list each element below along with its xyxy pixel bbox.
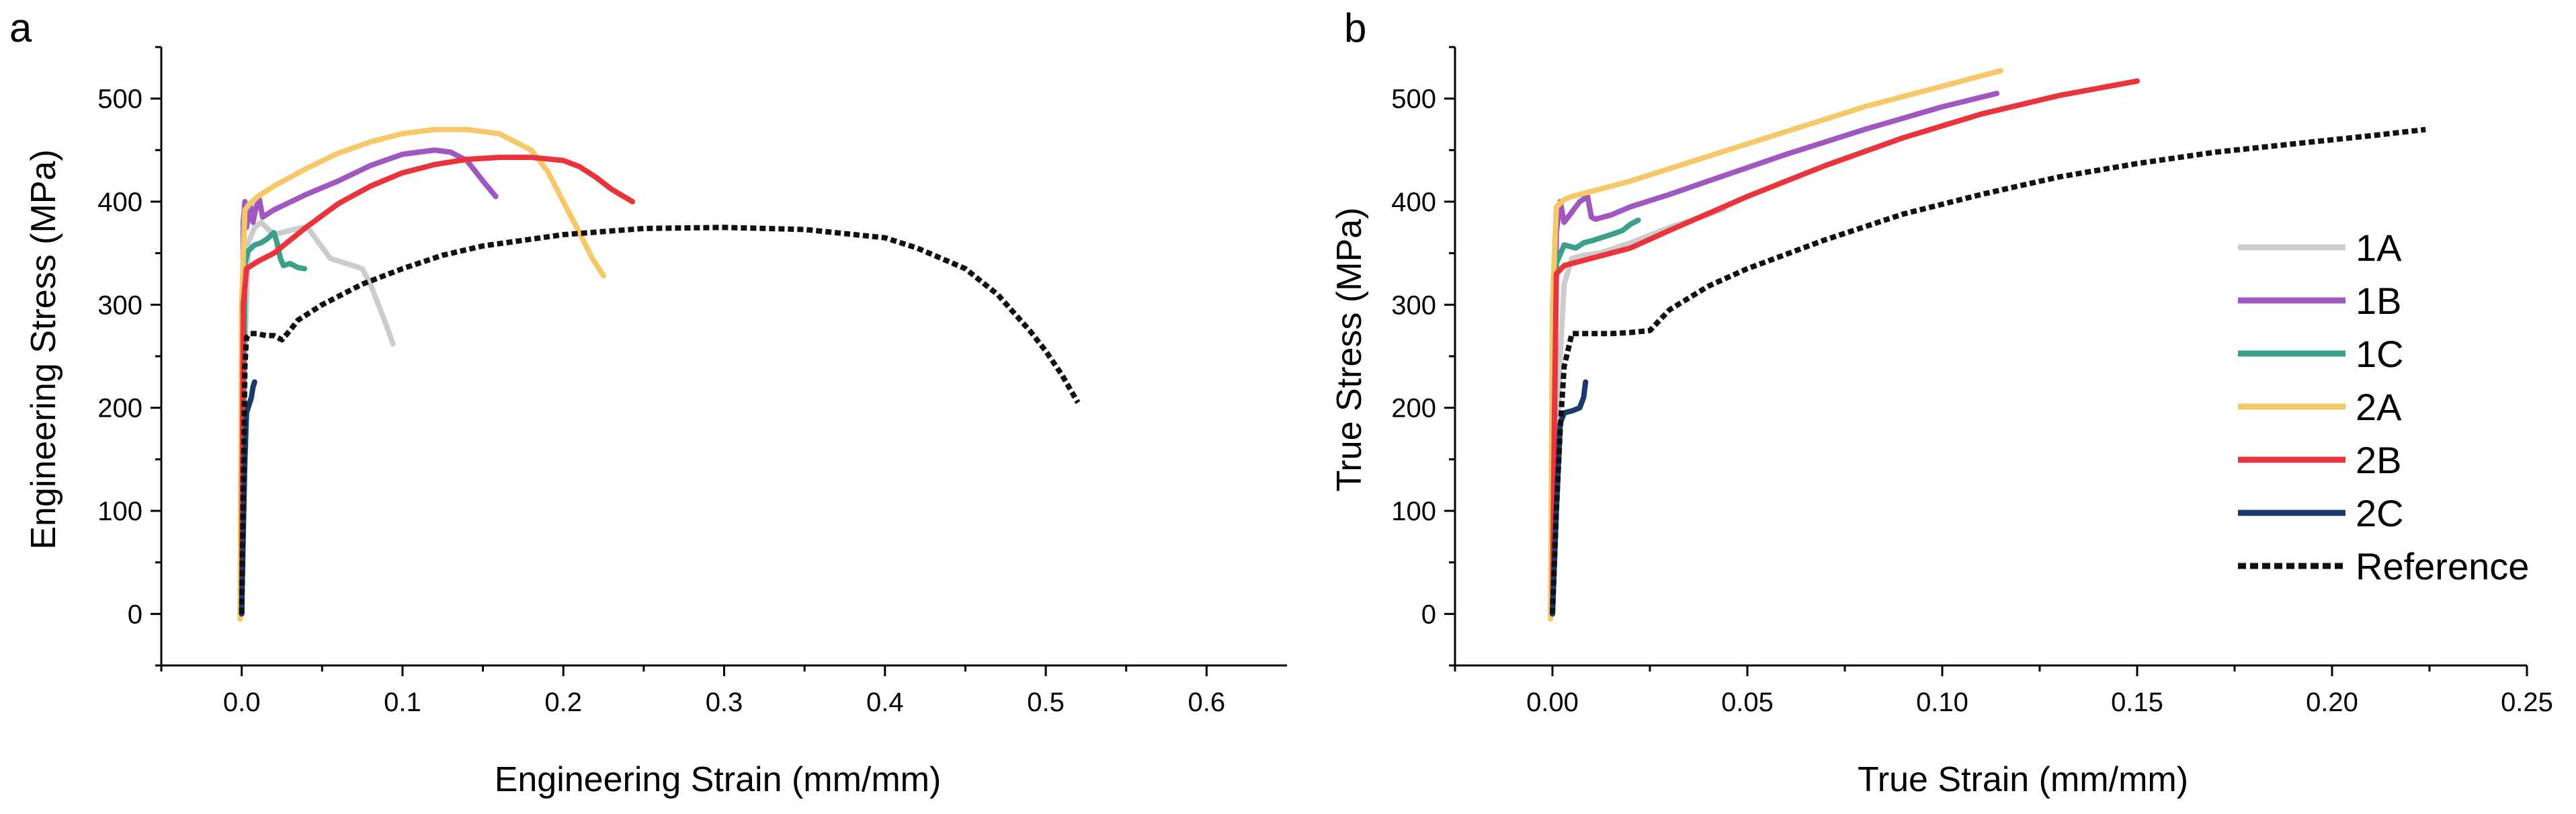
panel-b-series-2a <box>1548 68 2003 622</box>
panel-b-x-axis-title: True Strain (mm/mm) <box>1858 760 2188 799</box>
legend-label-1a: 1A <box>2356 227 2402 269</box>
panel-b-series-1a <box>1550 206 1727 617</box>
panel-a-x-tick-label: 0.5 <box>1027 688 1065 717</box>
panel-b-y-tick-label: 0 <box>1421 600 1436 629</box>
panel-a-plot-area <box>237 126 1081 622</box>
panel-b-series-1b <box>1550 91 2000 617</box>
panel-b-x-tick-label: 0.00 <box>1526 688 1579 717</box>
panel-b-label: b <box>1344 5 1366 50</box>
panel-a-series-1c <box>239 230 307 617</box>
panel-a-x-tick-label: 0.6 <box>1188 688 1226 717</box>
legend-item-2b: 2B <box>2238 439 2402 481</box>
legend-item-1b: 1B <box>2238 280 2402 322</box>
panel-b-y-tick-label: 400 <box>1391 188 1436 217</box>
legend-label-1c: 1C <box>2356 333 2404 375</box>
panel-b-y-tick-label: 500 <box>1391 85 1436 114</box>
panel-b-x-tick-label: 0.15 <box>2111 688 2163 717</box>
panel-b-x-tick-label: 0.05 <box>1721 688 1774 717</box>
legend-item-2c: 2C <box>2238 492 2404 534</box>
legend-label-1b: 1B <box>2356 280 2402 322</box>
panel-b-y-tick-label: 100 <box>1391 497 1436 526</box>
panel-a-x-tick-label: 0.2 <box>544 688 582 717</box>
legend-item-1a: 1A <box>2238 227 2402 269</box>
panel-a-y-tick-label: 300 <box>97 290 142 320</box>
panel-b-y-tick-label: 200 <box>1391 394 1436 423</box>
panel-a-series-reference <box>239 225 1081 614</box>
panel-b-y-axis-title: True Stress (MPa) <box>1330 208 1369 492</box>
panel-b-x-tick-label: 0.10 <box>1916 688 1968 717</box>
panel-a-label: a <box>9 5 32 50</box>
panel-a-series-2a <box>237 126 606 622</box>
legend-label-2b: 2B <box>2356 439 2402 481</box>
panel-b-series-reference <box>1550 126 2426 614</box>
panel-b-series-1c <box>1550 217 1641 617</box>
panel-a-x-tick-label: 0.3 <box>706 688 743 717</box>
panel-a-series-1b <box>239 147 499 617</box>
panel-b: b True Stress (MPa) True Strain (mm/mm) … <box>1330 5 2553 799</box>
panel-a-y-tick-label: 200 <box>97 394 142 423</box>
panel-a-y-tick-label: 400 <box>97 188 142 217</box>
legend-label-2a: 2A <box>2356 386 2402 428</box>
panel-a-x-tick-label: 0.4 <box>866 688 904 717</box>
panel-a-y-tick-label: 500 <box>97 85 142 114</box>
panel-a-x-axis-title: Engineering Strain (mm/mm) <box>495 760 942 799</box>
panel-b-axes: 0.00 0.05 0.10 0.15 0.20 0.25 0 100 200 300 400 500 <box>1391 46 2553 717</box>
panel-a-x-tick-label: 0.0 <box>223 688 261 717</box>
panel-a-y-axis-title: Engineering Stress (MPa) <box>24 149 63 549</box>
panel-b-plot-area <box>1548 68 2426 622</box>
legend-item-1c: 1C <box>2238 333 2404 375</box>
panel-a: a Engineering Stress (MPa) Engineering S… <box>9 5 1287 799</box>
legend-label-2c: 2C <box>2356 492 2404 534</box>
legend-item-2a: 2A <box>2238 386 2402 428</box>
panel-b-y-tick-label: 300 <box>1391 290 1436 320</box>
panel-a-x-tick-label: 0.1 <box>384 688 421 717</box>
legend: 1A 1B 1C 2A 2B 2C Reference <box>2238 227 2529 587</box>
legend-label-reference: Reference <box>2356 545 2529 587</box>
panel-b-x-tick-label: 0.25 <box>2501 688 2553 717</box>
legend-item-reference: Reference <box>2238 545 2529 587</box>
panel-a-series-1a <box>239 219 396 617</box>
panel-b-x-tick-label: 0.20 <box>2306 688 2358 717</box>
panel-a-y-tick-label: 100 <box>97 497 142 526</box>
panel-a-series-2b <box>239 155 636 617</box>
panel-a-axes: 0.0 0.1 0.2 0.3 0.4 0.5 0.6 0 100 200 300 400 500 <box>97 46 1287 717</box>
panel-a-y-tick-label: 0 <box>128 600 142 629</box>
panel-b-series-2b <box>1550 78 2140 617</box>
